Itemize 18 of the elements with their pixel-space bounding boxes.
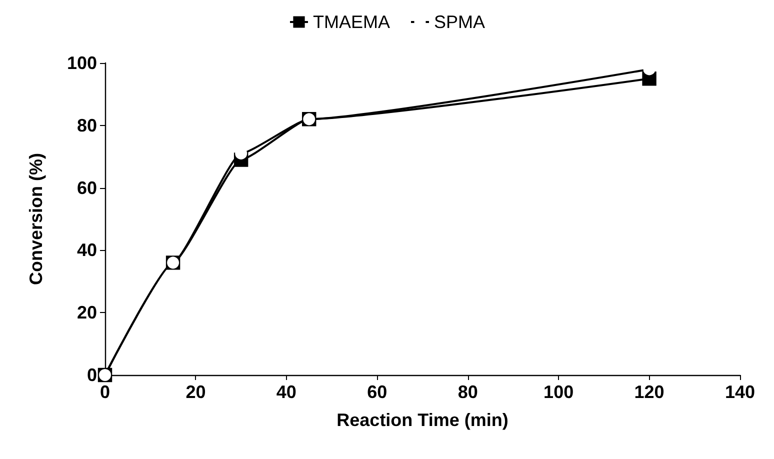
x-tick-label: 100 bbox=[544, 382, 574, 402]
y-tick-label: 100 bbox=[66, 53, 97, 73]
x-tick-label: 80 bbox=[458, 382, 478, 402]
y-tick-label: 20 bbox=[76, 302, 97, 323]
x-tick-label: 120 bbox=[634, 382, 664, 402]
y-axis-title: Conversion (%) bbox=[26, 152, 46, 286]
y-tick-label: 80 bbox=[76, 115, 97, 136]
x-axis-title: Reaction Time (min) bbox=[336, 410, 508, 430]
y-tick-label: 60 bbox=[76, 178, 97, 198]
x-tick-label: 60 bbox=[367, 382, 388, 402]
x-tick-label: 0 bbox=[100, 382, 110, 402]
x-tick-label: 20 bbox=[186, 382, 206, 402]
legend-label: TMAEMA bbox=[312, 12, 390, 32]
x-tick-label: 140 bbox=[724, 382, 756, 402]
y-tick-label: 40 bbox=[76, 240, 97, 260]
y-tick-label: 0 bbox=[86, 365, 97, 385]
legend-label: SPMA bbox=[434, 12, 486, 32]
x-tick-label: 40 bbox=[276, 382, 296, 402]
